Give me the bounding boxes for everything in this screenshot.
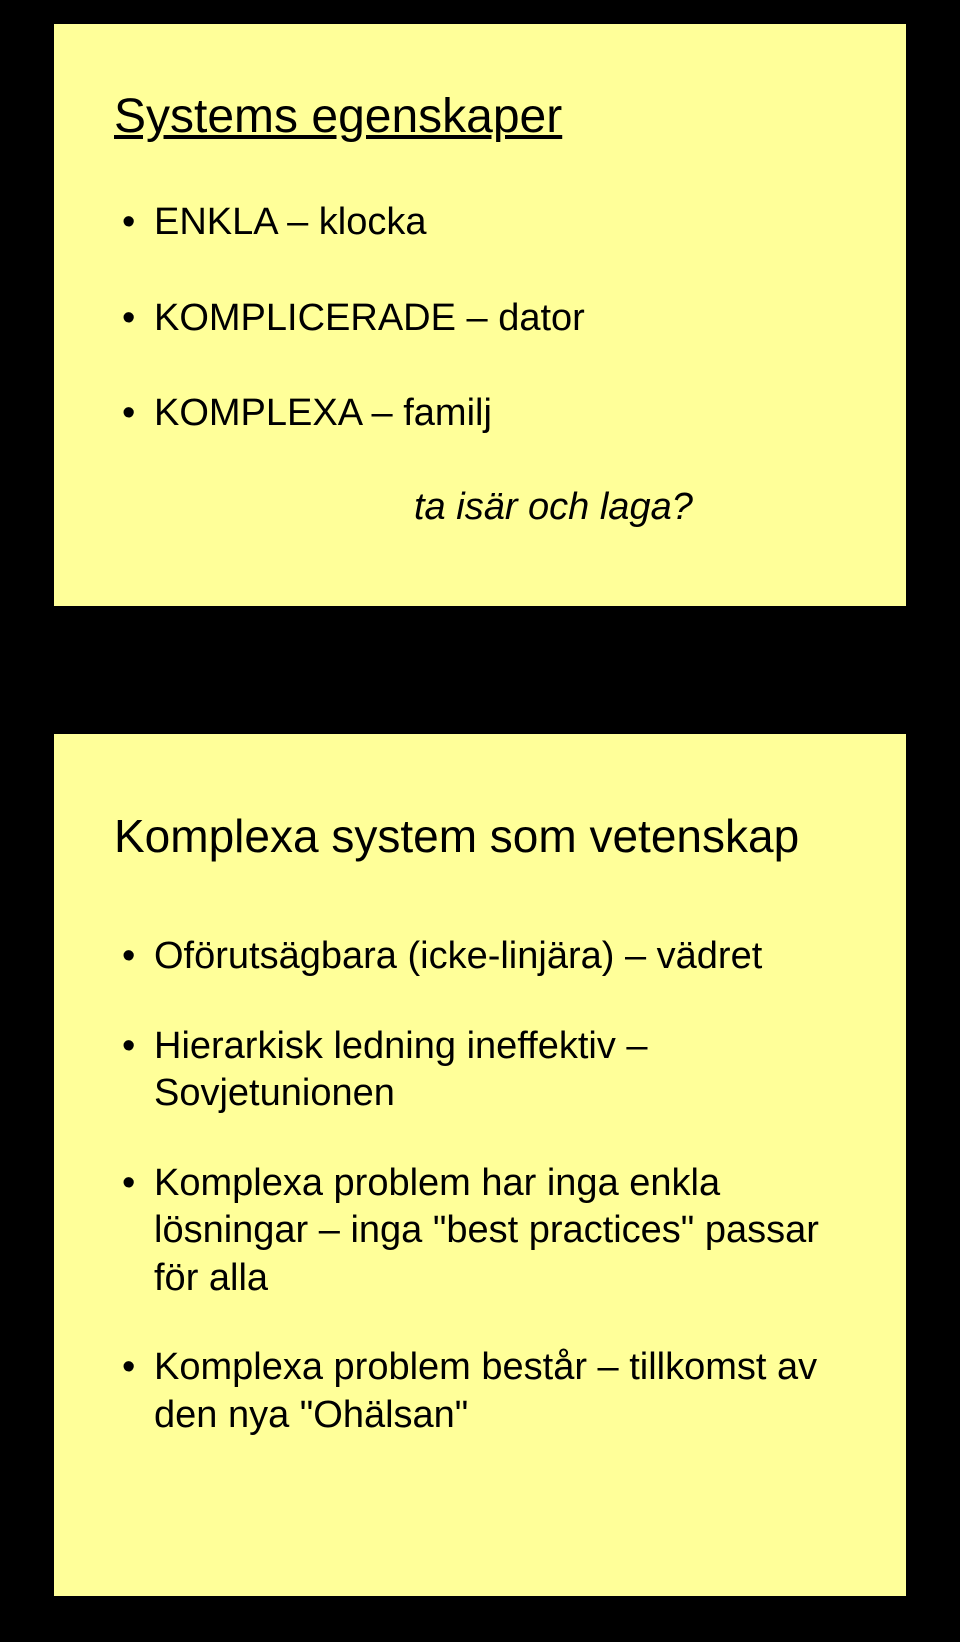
slide-1-title: Systems egenskaper [114,89,856,144]
slide-2-bullets: Oförutsägbara (icke-linjära) – vädret Hi… [114,933,856,1439]
slide-1-bullet: ENKLA – klocka [114,199,856,247]
slide-1-bullet: KOMPLICERADE – dator [114,295,856,343]
slide-1-bullet: KOMPLEXA – familj [114,390,856,438]
slide-2: Komplexa system som vetenskap Oförutsägb… [50,730,910,1600]
slide-2-bullet: Komplexa problem består – tillkomst av d… [114,1344,856,1439]
slide-2-bullet: Oförutsägbara (icke-linjära) – vädret [114,933,856,981]
slide-1-bullets: ENKLA – klocka KOMPLICERADE – dator KOMP… [114,199,856,438]
slide-1: Systems egenskaper ENKLA – klocka KOMPLI… [50,20,910,610]
slide-2-bullet: Komplexa problem har inga enkla lösninga… [114,1160,856,1303]
slide-2-title: Komplexa system som vetenskap [114,809,856,863]
slide-2-bullet: Hierarkisk ledning ineffektiv – Sovjetun… [114,1023,856,1118]
page: Systems egenskaper ENKLA – klocka KOMPLI… [0,0,960,1642]
slide-1-tagline: ta isär och laga? [414,486,856,529]
